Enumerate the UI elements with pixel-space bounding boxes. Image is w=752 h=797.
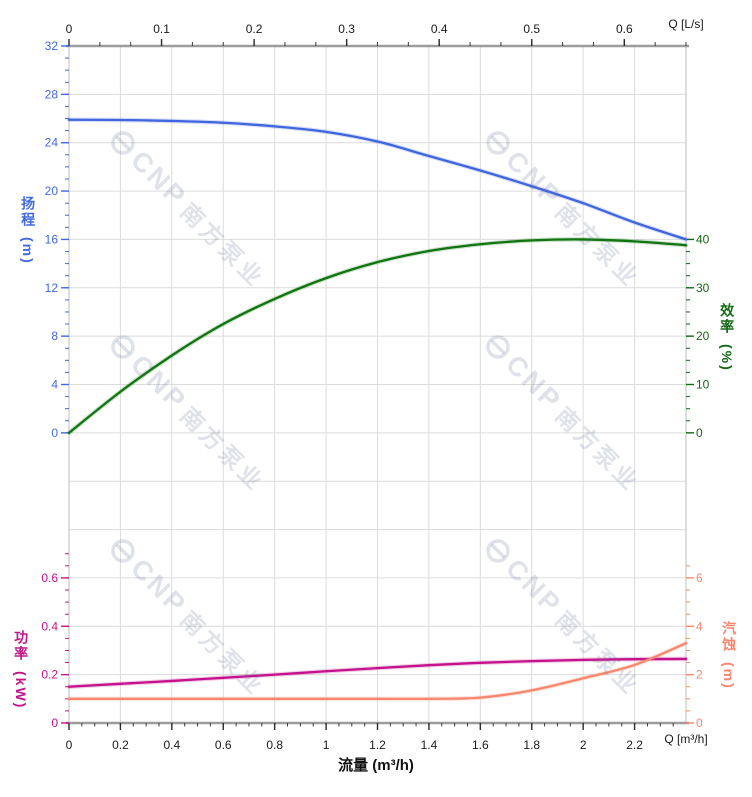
svg-text:1.2: 1.2 [369, 738, 386, 752]
svg-text:0: 0 [51, 426, 58, 440]
svg-text:8: 8 [51, 329, 58, 343]
efficiency-axis-unit: (%) [719, 344, 736, 372]
flow-axis-title: 流量 (m³/h) [338, 757, 414, 774]
svg-text:20: 20 [45, 184, 59, 198]
svg-text:0.2: 0.2 [112, 738, 129, 752]
top-axis-unit-label: Q [L/s] [668, 17, 704, 31]
svg-text:40: 40 [696, 232, 710, 246]
npsh-axis-title: 汽蚀 (m) [721, 621, 737, 690]
npsh-axis-title-text: 汽蚀 [721, 621, 738, 653]
svg-text:0.4: 0.4 [163, 738, 180, 752]
svg-text:1.8: 1.8 [523, 738, 540, 752]
svg-text:0.6: 0.6 [616, 22, 633, 36]
npsh-curve [66, 640, 689, 702]
svg-text:0: 0 [696, 716, 703, 730]
svg-text:30: 30 [696, 281, 710, 295]
svg-text:1.4: 1.4 [421, 738, 438, 752]
efficiency-curve [66, 237, 689, 436]
svg-text:10: 10 [696, 378, 710, 392]
svg-text:4: 4 [51, 378, 58, 392]
head-curve [66, 117, 689, 242]
svg-text:2: 2 [696, 668, 703, 682]
svg-text:0.3: 0.3 [338, 22, 355, 36]
npsh-axis: 0 2 4 6 [686, 565, 703, 730]
svg-text:12: 12 [45, 281, 59, 295]
svg-text:6: 6 [696, 571, 703, 585]
power-axis-title-text: 功率 [13, 630, 30, 662]
bottom-axis-unit-label: Q [m³/h] [664, 732, 708, 746]
svg-text:0.2: 0.2 [41, 668, 58, 682]
svg-text:0: 0 [696, 426, 703, 440]
svg-text:0: 0 [51, 716, 58, 730]
svg-text:0.8: 0.8 [266, 738, 283, 752]
power-curve [66, 656, 689, 689]
svg-text:0.5: 0.5 [523, 22, 540, 36]
svg-text:0.6: 0.6 [41, 571, 58, 585]
power-axis: 0 0.2 0.4 0.6 [41, 553, 69, 730]
bottom-axis: 0 0.2 0.4 0.6 0.8 1 1.2 1.4 1.6 1.8 2 2.2 [66, 723, 674, 752]
npsh-axis-unit: (m) [721, 662, 738, 690]
head-axis: 0 4 8 12 16 20 24 28 32 [45, 39, 69, 440]
grid [69, 46, 686, 723]
svg-text:1: 1 [323, 738, 330, 752]
head-axis-unit: (m) [20, 237, 37, 265]
svg-text:0.1: 0.1 [153, 22, 170, 36]
efficiency-axis-title-text: 效率 [719, 303, 736, 335]
head-axis-title-text: 扬程 [20, 196, 37, 228]
svg-text:2.2: 2.2 [626, 738, 643, 752]
svg-text:0.4: 0.4 [431, 22, 448, 36]
power-axis-unit: (kW) [13, 671, 30, 710]
head-axis-title: 扬程 (m) [20, 196, 36, 265]
svg-text:20: 20 [696, 329, 710, 343]
svg-text:1.6: 1.6 [472, 738, 489, 752]
svg-text:0.6: 0.6 [215, 738, 232, 752]
efficiency-axis-title: 效率 (%) [719, 303, 735, 372]
efficiency-axis: 0 10 20 30 40 [686, 232, 710, 440]
svg-text:0.2: 0.2 [246, 22, 263, 36]
svg-text:32: 32 [45, 39, 59, 53]
svg-text:16: 16 [45, 232, 59, 246]
svg-text:2: 2 [580, 738, 587, 752]
svg-text:28: 28 [45, 87, 59, 101]
top-axis: 0 0.1 0.2 0.3 0.4 0.5 0.6 [66, 22, 687, 46]
svg-text:0: 0 [66, 738, 73, 752]
svg-text:4: 4 [696, 619, 703, 633]
svg-text:24: 24 [45, 136, 59, 150]
svg-text:0: 0 [66, 22, 73, 36]
svg-text:0.4: 0.4 [41, 619, 58, 633]
power-axis-title: 功率 (kW) [13, 630, 29, 709]
